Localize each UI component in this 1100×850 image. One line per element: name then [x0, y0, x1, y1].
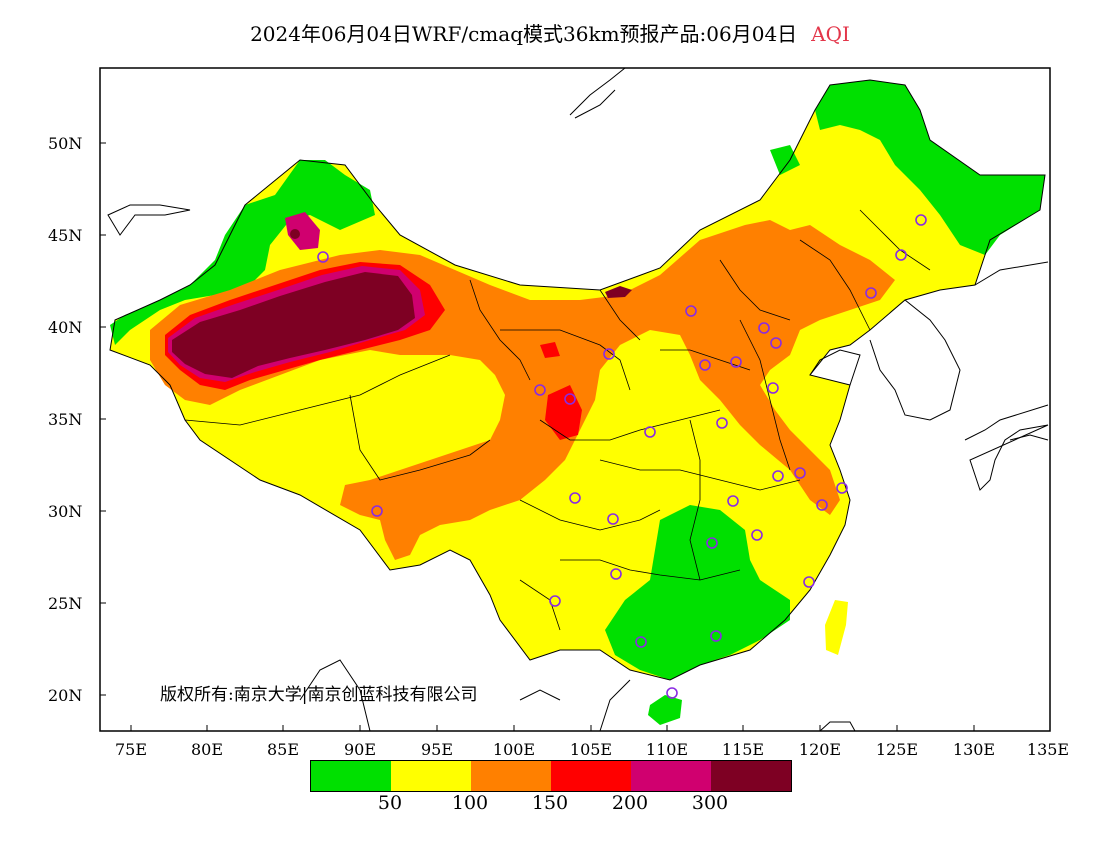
legend-swatch-orange — [471, 761, 551, 791]
station-marker — [836, 482, 848, 494]
lat-label-45n: 45N — [48, 226, 83, 245]
region-green-northwest — [110, 160, 375, 345]
legend-swatch-magenta — [631, 761, 711, 791]
station-marker — [635, 636, 647, 648]
axis-ticks — [100, 142, 1051, 731]
lat-label-30n: 30N — [48, 502, 83, 521]
region-maroon-core — [172, 272, 415, 378]
title-main: 2024年06月04日WRF/cmaq模式36km预报产品:06月04日 — [250, 22, 798, 46]
region-green-northeast-2 — [770, 145, 800, 175]
region-magenta-north — [285, 212, 320, 250]
lon-label-95e: 95E — [420, 740, 454, 759]
lon-label-120e: 120E — [798, 740, 842, 759]
lon-label-85e: 85E — [266, 740, 300, 759]
lon-label-80e: 80E — [190, 740, 224, 759]
station-marker — [727, 495, 739, 507]
region-red-central — [545, 385, 582, 440]
lon-label-135e: 135E — [1026, 740, 1070, 759]
lon-label-100e: 100E — [492, 740, 536, 759]
station-marker — [730, 356, 742, 368]
legend-swatch-yellow — [391, 761, 471, 791]
lon-label-90e: 90E — [343, 740, 377, 759]
legend-swatch-maroon — [711, 761, 791, 791]
station-marker — [699, 359, 711, 371]
lat-label-50n: 50N — [48, 134, 83, 153]
station-marker — [317, 251, 329, 263]
station-marker — [816, 499, 828, 511]
station-marker — [549, 595, 561, 607]
station-marker — [751, 529, 763, 541]
region-green-taiwan — [825, 600, 848, 655]
region-green-hainan — [648, 695, 682, 725]
station-marker — [772, 470, 784, 482]
legend-label-150: 150 — [531, 792, 569, 814]
station-marker — [534, 384, 546, 396]
neighbour-coastlines — [107, 67, 1049, 732]
title-variable: AQI — [811, 22, 850, 46]
station-marker — [569, 492, 581, 504]
station-marker — [610, 568, 622, 580]
station-marker — [603, 348, 615, 360]
legend-label-300: 300 — [691, 792, 729, 814]
station-marker — [915, 214, 927, 226]
lat-label-40n: 40N — [48, 318, 83, 337]
copyright-text: 版权所有:南京大学|南京创蓝科技有限公司 — [160, 685, 478, 705]
country-border — [109, 79, 1046, 681]
lon-label-115e: 115E — [721, 740, 765, 759]
station-marker — [865, 287, 877, 299]
legend-swatch-green — [311, 761, 391, 791]
region-green-northeast — [815, 80, 1045, 255]
lon-label-130e: 130E — [952, 740, 996, 759]
station-marker — [716, 417, 728, 429]
station-marker — [758, 322, 770, 334]
station-marker — [666, 687, 678, 699]
station-marker — [564, 393, 576, 405]
legend-swatch-red — [551, 761, 631, 791]
lon-label-105e: 105E — [569, 740, 613, 759]
station-marker — [803, 576, 815, 588]
station-markers — [317, 214, 927, 699]
station-marker — [794, 467, 806, 479]
station-marker — [706, 537, 718, 549]
station-marker — [371, 505, 383, 517]
lat-label-35n: 35N — [48, 410, 83, 429]
lon-label-110e: 110E — [645, 740, 689, 759]
station-marker — [710, 630, 722, 642]
lon-label-125e: 125E — [875, 740, 919, 759]
station-marker — [770, 337, 782, 349]
station-marker — [607, 513, 619, 525]
station-marker — [767, 382, 779, 394]
region-maroon-north — [605, 286, 632, 298]
lat-label-20n: 20N — [48, 686, 83, 705]
region-maroon-dot — [290, 229, 300, 239]
legend-label-100: 100 — [451, 792, 489, 814]
color-legend — [310, 760, 792, 792]
region-green-south — [605, 505, 790, 680]
region-red-small — [540, 342, 560, 358]
station-marker — [685, 305, 697, 317]
lon-label-75e: 75E — [114, 740, 148, 759]
map-title: 2024年06月04日WRF/cmaq模式36km预报产品:06月04日 AQI — [0, 18, 1100, 47]
lat-label-25n: 25N — [48, 594, 83, 613]
province-borders — [184, 209, 931, 631]
station-marker — [644, 426, 656, 438]
legend-label-50: 50 — [377, 792, 403, 814]
legend-label-200: 200 — [611, 792, 649, 814]
station-marker — [895, 249, 907, 261]
